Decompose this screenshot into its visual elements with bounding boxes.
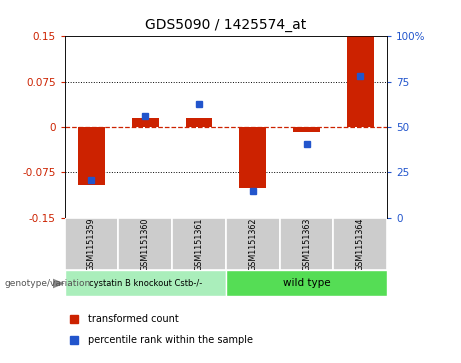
Bar xyxy=(280,218,333,270)
Bar xyxy=(65,270,226,296)
Bar xyxy=(226,270,387,296)
Text: GSM1151359: GSM1151359 xyxy=(87,217,96,271)
Text: cystatin B knockout Cstb-/-: cystatin B knockout Cstb-/- xyxy=(89,279,202,287)
Bar xyxy=(78,127,105,184)
Text: GSM1151360: GSM1151360 xyxy=(141,217,150,271)
Bar xyxy=(185,118,213,127)
Text: wild type: wild type xyxy=(283,278,331,288)
Text: GSM1151361: GSM1151361 xyxy=(195,217,203,271)
Polygon shape xyxy=(53,279,65,288)
Bar xyxy=(226,218,280,270)
Bar xyxy=(65,218,118,270)
Bar xyxy=(132,118,159,127)
Bar xyxy=(118,218,172,270)
Bar xyxy=(293,127,320,132)
Text: genotype/variation: genotype/variation xyxy=(5,279,91,287)
Bar xyxy=(333,218,387,270)
Bar xyxy=(239,127,266,188)
Bar xyxy=(172,218,226,270)
Bar xyxy=(347,36,374,127)
Text: transformed count: transformed count xyxy=(88,314,178,324)
Text: GSM1151362: GSM1151362 xyxy=(248,217,257,271)
Text: GSM1151364: GSM1151364 xyxy=(356,217,365,271)
Text: GSM1151363: GSM1151363 xyxy=(302,217,311,271)
Title: GDS5090 / 1425574_at: GDS5090 / 1425574_at xyxy=(145,19,307,33)
Text: percentile rank within the sample: percentile rank within the sample xyxy=(88,335,253,345)
